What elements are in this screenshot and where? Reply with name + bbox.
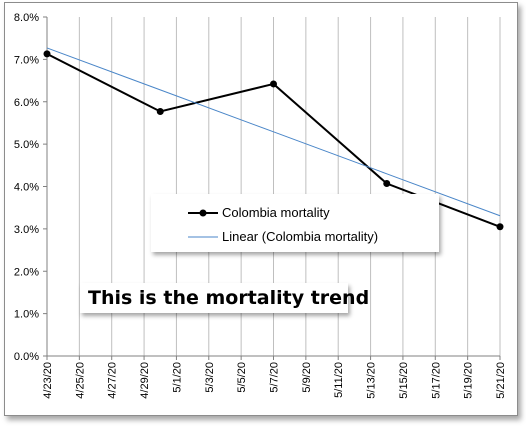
x-tick-label: 5/19/20 bbox=[463, 362, 475, 399]
x-tick-label: 5/5/20 bbox=[236, 362, 248, 393]
y-tick-label: 3.0% bbox=[14, 224, 39, 236]
legend-item-colombia-mortality: Colombia mortality bbox=[152, 202, 330, 222]
data-point bbox=[270, 80, 277, 88]
legend-swatch-line-with-marker bbox=[188, 206, 218, 218]
x-tick-label: 5/11/20 bbox=[333, 362, 345, 398]
annotation-box: This is the mortality trend bbox=[80, 283, 369, 313]
y-tick-label: 2.0% bbox=[14, 266, 39, 278]
annotation-text: This is the mortality trend bbox=[88, 287, 370, 309]
x-tick-labels: 4/23/20 4/25/20 4/27/20 4/29/20 5/1/20 5/3/20… bbox=[42, 362, 507, 399]
data-point bbox=[383, 180, 391, 188]
legend-label: Linear (Colombia mortality) bbox=[222, 228, 379, 244]
legend: Colombia mortality Linear (Colombia mort… bbox=[151, 194, 439, 252]
y-tick-label: 5.0% bbox=[14, 139, 39, 151]
legend-item-linear-trend: Linear (Colombia mortality) bbox=[152, 226, 378, 246]
x-tick-label: 5/21/20 bbox=[495, 362, 507, 399]
x-tick-label: 5/1/20 bbox=[171, 362, 183, 393]
data-point bbox=[496, 223, 504, 231]
x-tick-label: 4/23/20 bbox=[42, 362, 54, 399]
legend-label: Colombia mortality bbox=[222, 204, 330, 220]
x-tick-label: 4/25/20 bbox=[74, 362, 86, 399]
y-tick-label: 1.0% bbox=[14, 309, 39, 321]
axis-layer bbox=[43, 16, 501, 360]
x-tick-label: 4/27/20 bbox=[107, 362, 119, 399]
data-point bbox=[156, 107, 164, 115]
y-tick-labels: 0.0% 1.0% 2.0% 3.0% 4.0% 5.0% 6.0% 7.0% 8.0% bbox=[14, 12, 39, 363]
x-tick-label: 5/15/20 bbox=[398, 362, 410, 399]
x-tick-label: 5/13/20 bbox=[366, 362, 378, 399]
x-tick-label: 5/9/20 bbox=[301, 362, 313, 393]
trendline bbox=[46, 47, 501, 217]
x-tick-label: 4/29/20 bbox=[139, 362, 151, 399]
y-tick-label: 7.0% bbox=[14, 54, 39, 66]
y-tick-label: 6.0% bbox=[14, 97, 39, 109]
x-tick-label: 5/7/20 bbox=[269, 362, 281, 393]
y-tick-label: 8.0% bbox=[14, 12, 39, 24]
x-tick-label: 5/3/20 bbox=[204, 362, 216, 393]
y-tick-label: 4.0% bbox=[14, 182, 39, 194]
legend-swatch-trendline bbox=[188, 230, 218, 242]
y-tick-label: 0.0% bbox=[14, 351, 39, 363]
x-tick-label: 5/17/20 bbox=[430, 362, 442, 399]
data-point bbox=[43, 50, 51, 58]
